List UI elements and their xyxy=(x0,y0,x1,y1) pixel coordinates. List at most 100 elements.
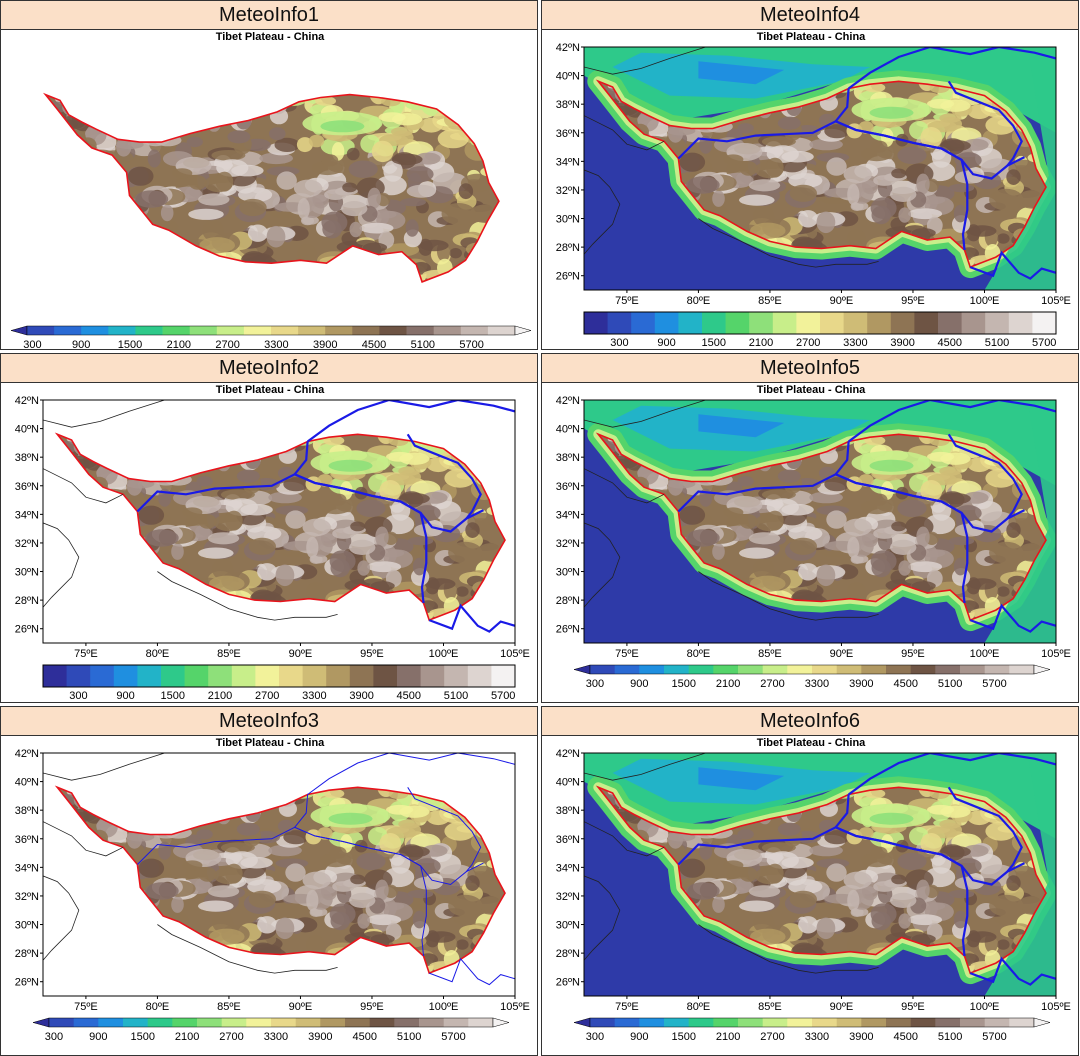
map-area xyxy=(584,753,1056,996)
colorbar-swatch xyxy=(614,1018,640,1027)
country-boundary xyxy=(584,468,665,504)
province-boundary xyxy=(969,603,1056,633)
colorbar-label: 1500 xyxy=(671,678,695,690)
x-tick-label: 95ºE xyxy=(360,1001,384,1013)
x-tick-label: 80ºE xyxy=(146,1001,170,1013)
colorbar-swatch xyxy=(836,665,862,674)
x-tick-label: 85ºE xyxy=(217,1001,241,1013)
province-boundary xyxy=(407,787,482,872)
colorbar-label: 2700 xyxy=(255,690,279,702)
colorbar-swatch xyxy=(738,665,764,674)
x-tick-label: 75ºE xyxy=(74,648,98,660)
colorbar-swatch xyxy=(910,1018,936,1027)
tarim-deep-fill xyxy=(698,61,785,85)
colorbar-swatch xyxy=(938,312,963,334)
colorbar-swatch xyxy=(713,665,739,674)
colorbar-label: 4500 xyxy=(893,678,917,690)
panel-title: MeteoInfo5 xyxy=(542,354,1078,383)
colorbar-label: 300 xyxy=(23,339,41,350)
x-tick-label: 75ºE xyxy=(615,295,639,307)
x-tick-label: 75ºE xyxy=(615,648,639,660)
x-tick-label: 90ºE xyxy=(830,1001,854,1013)
y-tick-label: 38ºN xyxy=(15,805,39,817)
province-boundary xyxy=(677,826,969,957)
map-subtitle: Tibet Plateau - China xyxy=(757,737,866,749)
map-svg: Tibet Plateau - China 75ºE 80ºE 85ºE 90ºE 95º… xyxy=(556,737,1071,1043)
x-tick-label: 90ºE xyxy=(289,648,313,660)
colorbar-low-arrow xyxy=(32,1017,50,1028)
y-tick-label: 40ºN xyxy=(556,424,580,436)
colorbar-swatch xyxy=(325,326,353,335)
y-tick-label: 36ºN xyxy=(556,128,580,140)
y-tick-label: 34ºN xyxy=(556,509,580,521)
x-tick-label: 100ºE xyxy=(970,1001,1000,1013)
map-svg: Tibet Plateau - China 75ºE 80ºE 85ºE 90ºE 95º… xyxy=(15,384,530,702)
x-tick-label: 80ºE xyxy=(687,1001,711,1013)
colorbar-label: 3300 xyxy=(805,1031,829,1043)
y-tick-label: 30ºN xyxy=(15,567,39,579)
y-tick-label: 30ºN xyxy=(556,920,580,932)
colorbar-label: 2700 xyxy=(796,337,820,349)
country-boundary xyxy=(698,218,879,268)
colorbar-label: 3300 xyxy=(264,339,288,350)
y-tick-label: 30ºN xyxy=(556,214,580,226)
colorbar-swatch xyxy=(654,312,679,334)
colorbar-swatch xyxy=(639,1018,665,1027)
map-svg: Tibet Plateau - China 300 900 1500 2100 2700 3… xyxy=(10,31,532,350)
colorbar-swatch xyxy=(796,312,821,334)
y-tick-label: 28ºN xyxy=(15,595,39,607)
colorbar-swatch xyxy=(189,326,218,335)
colorbar-label: 900 xyxy=(116,690,134,702)
y-tick-label: 36ºN xyxy=(15,834,39,846)
colorbar-swatch xyxy=(812,1018,838,1027)
colorbar-label: 3900 xyxy=(308,1031,332,1043)
colorbar-swatch xyxy=(172,1018,198,1027)
colorbar-swatch xyxy=(914,312,939,334)
country-boundary xyxy=(43,522,80,608)
colorbar-swatch xyxy=(66,665,91,687)
tarim-deep-fill xyxy=(698,767,785,791)
colorbar-label: 2700 xyxy=(760,678,784,690)
colorbar-swatch xyxy=(985,312,1010,334)
y-tick-label: 36ºN xyxy=(15,481,39,493)
colorbar-swatch xyxy=(468,1018,494,1027)
x-tick-label: 85ºE xyxy=(217,648,241,660)
y-tick-label: 26ºN xyxy=(556,977,580,989)
colorbar-swatch xyxy=(738,1018,764,1027)
colorbar-swatch xyxy=(349,665,374,687)
colorbar-label: 5700 xyxy=(491,690,515,702)
map-subtitle: Tibet Plateau - China xyxy=(216,737,325,749)
country-boundary xyxy=(584,875,621,961)
colorbar-swatch xyxy=(639,665,665,674)
plateau-outline xyxy=(595,785,1047,975)
colorbar-label: 1500 xyxy=(702,337,726,349)
country-boundary xyxy=(43,468,124,504)
colorbar-swatch xyxy=(812,665,838,674)
colorbar-label: 300 xyxy=(69,690,87,702)
panel-title: MeteoInfo3 xyxy=(1,707,537,736)
plateau-terrain xyxy=(45,94,499,282)
colorbar-outline xyxy=(42,664,516,688)
colorbar-label: 1500 xyxy=(161,690,185,702)
y-tick-label: 34ºN xyxy=(556,156,580,168)
colorbar-swatch xyxy=(73,1018,99,1027)
colorbar-label: 900 xyxy=(630,678,648,690)
colorbar-swatch xyxy=(345,1018,371,1027)
y-tick-label: 32ºN xyxy=(556,891,580,903)
x-tick-label: 80ºE xyxy=(687,648,711,660)
colorbar-outline xyxy=(583,311,1057,335)
colorbar-label: 900 xyxy=(72,339,90,350)
map-area xyxy=(584,47,1056,290)
province-boundary xyxy=(306,400,515,443)
colorbar-swatch xyxy=(326,665,351,687)
country-boundary xyxy=(43,753,165,781)
colorbar-swatch xyxy=(279,665,304,687)
colorbar-swatch xyxy=(271,1018,297,1027)
colorbar-low-arrow xyxy=(573,664,591,675)
y-tick-label: 42ºN xyxy=(556,748,580,760)
x-tick-label: 75ºE xyxy=(615,1001,639,1013)
country-boundary xyxy=(698,571,879,621)
x-tick-label: 90ºE xyxy=(289,1001,313,1013)
province-boundary xyxy=(429,957,515,986)
colorbar-swatch xyxy=(271,326,299,335)
